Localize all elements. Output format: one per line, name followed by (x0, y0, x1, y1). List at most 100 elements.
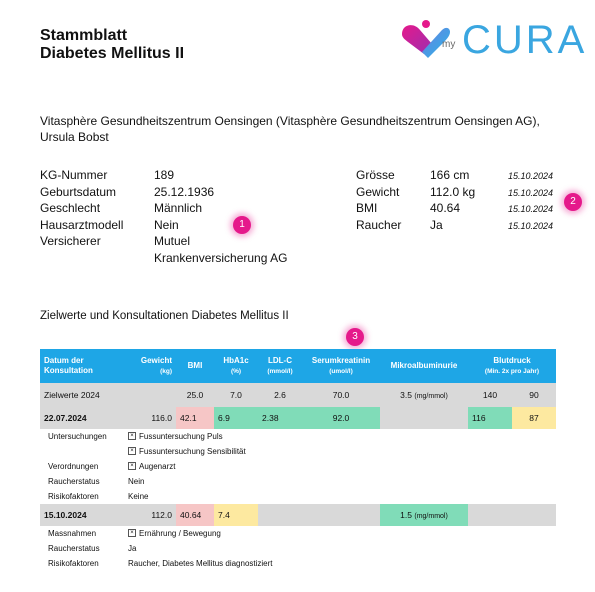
info-value: 112.0 kg (430, 184, 476, 199)
info-date: 15.10.2024 (508, 204, 554, 214)
badge-3[interactable]: 3 (346, 328, 364, 346)
header-mikro: Mikroalbuminurie (380, 349, 468, 383)
header-hba1c: HbA1c (%) (214, 349, 258, 383)
header-datum: Datum der Konsultation (40, 349, 124, 383)
checkbox-icon: × (128, 461, 136, 470)
ziel-serum: 70.0 (302, 383, 380, 407)
info-label: Grösse (356, 168, 395, 182)
header-bmi: BMI (176, 349, 214, 383)
info-date: 15.10.2024 (508, 220, 554, 231)
info-label: Geschlecht (40, 201, 101, 215)
detail-row: Massnahmen × Ernährung / Bewegung (40, 526, 556, 541)
info-label: Raucher (356, 217, 402, 232)
detail-label: Verordnungen (40, 459, 124, 474)
ziel-ldl: 2.6 (258, 383, 302, 407)
badge-1[interactable]: 1 (233, 216, 251, 234)
checkbox-icon: × (128, 446, 136, 455)
table-header-row: Datum der Konsultation Gewicht (kg) BMI Hb… (40, 349, 556, 383)
visit1-gewicht: 116.0 (124, 407, 176, 429)
table-row-visit-1: 22.07.2024 116.0 42.1 6.9 2.38 92.0 116 … (40, 407, 556, 429)
ziel-mikro: 3.5 (mg/mmol) (380, 383, 468, 407)
table-row-zielwerte: Zielwerte 2024 25.0 7.0 2.6 70.0 3.5 (mg… (40, 383, 556, 407)
ziel-hba1c: 7.0 (214, 383, 258, 407)
info-value: 189 (154, 168, 175, 182)
checkbox-icon: × (128, 431, 136, 440)
detail-label: Raucherstatus (40, 474, 124, 489)
info-value: Männlich (154, 201, 203, 215)
visit2-hba1c: 7.4 (214, 504, 258, 526)
header-blutdruck: Blutdruck (Min. 2x pro Jahr) (468, 349, 556, 383)
detail-row: Untersuchungen × Fussuntersuchung Puls (40, 429, 556, 444)
section-title: Zielwerte und Konsultationen Diabetes Me… (40, 310, 289, 322)
ziel-bmi: 25.0 (176, 383, 214, 407)
visit2-mikro: 1.5 (mg/mmol) (380, 504, 468, 526)
visit2-gewicht: 112.0 (124, 504, 176, 526)
visit1-bmi: 42.1 (176, 407, 214, 429)
patient-info-left: KG-Nummer 189 Geburtsdatum 25.12.1936 Gesc… (40, 167, 287, 266)
info-row: BMI 40.64 15.10.2024 (356, 200, 553, 217)
info-label: Gewicht (356, 184, 400, 199)
info-label: BMI (356, 201, 378, 215)
detail-value: × Ernährung / Bewegung (124, 526, 556, 541)
detail-value: Nein (124, 474, 556, 489)
logo-text: CURA (462, 18, 588, 62)
visit1-bp-sys: 116 (468, 407, 512, 429)
info-row: Hausarztmodell Nein (40, 217, 287, 234)
org-line-2: Ursula Bobst (40, 130, 109, 144)
detail-row: Risikofaktoren Raucher, Diabetes Mellitu… (40, 556, 556, 571)
info-date: 15.10.2024 (508, 187, 554, 198)
detail-row: × Fussuntersuchung Sensibilität (40, 444, 556, 459)
org-line-1: Vitasphère Gesundheitszentrum Oensingen … (40, 114, 540, 128)
detail-row: Verordnungen × Augenarzt (40, 459, 556, 474)
header-gewicht: Gewicht (kg) (124, 349, 176, 383)
visit1-bp-dia: 87 (512, 407, 556, 429)
info-value: 40.64 (430, 201, 461, 215)
detail-value: Raucher, Diabetes Mellitus diagnostizier… (124, 556, 556, 571)
info-label: KG-Nummer (40, 168, 108, 182)
title-line-2: Diabetes Mellitus II (40, 45, 185, 62)
info-value: Nein (154, 217, 179, 232)
info-label: Hausarztmodell (40, 217, 124, 232)
info-row: Versicherer Mutuel (40, 233, 287, 250)
info-value: Mutuel (154, 234, 191, 248)
info-value: 25.12.1936 (154, 184, 215, 199)
info-value: Ja (430, 217, 443, 232)
detail-label: Raucherstatus (40, 541, 124, 556)
insurer-line-2: Krankenversicherung AG (154, 250, 288, 265)
mycura-logo: my CURA (398, 16, 584, 62)
detail-value: × Augenarzt (124, 459, 556, 474)
visit1-ldl: 2.38 (258, 407, 302, 429)
detail-value: × Fussuntersuchung Sensibilität (124, 444, 556, 459)
detail-row: Risikofaktoren Keine (40, 489, 556, 504)
logo-my: my (442, 39, 456, 50)
info-row: Geburtsdatum 25.12.1936 (40, 184, 287, 201)
patient-info-right: Grösse 166 cm 15.10.2024 Gewicht 112.0 kg 15… (356, 167, 553, 233)
detail-label: Untersuchungen (40, 429, 124, 444)
info-row: Krankenversicherung AG (40, 250, 287, 267)
visit1-hba1c: 6.9 (214, 407, 258, 429)
info-row: Geschlecht Männlich (40, 200, 287, 217)
ziel-label: Zielwerte 2024 (40, 383, 124, 407)
visit2-date[interactable]: 15.10.2024 (40, 504, 124, 526)
info-row: Gewicht 112.0 kg 15.10.2024 (356, 184, 553, 201)
visit1-date[interactable]: 22.07.2024 (40, 407, 124, 429)
page-title: Stammblatt Diabetes Mellitus II (40, 27, 184, 63)
detail-label: Risikofaktoren (40, 489, 124, 504)
ziel-bp-sys: 140 (468, 383, 512, 407)
info-label: Geburtsdatum (40, 184, 117, 199)
detail-value: Ja (124, 541, 556, 556)
detail-label: Risikofaktoren (40, 556, 124, 571)
detail-row: Raucherstatus Nein (40, 474, 556, 489)
table-row-visit-2: 15.10.2024 112.0 40.64 7.4 1.5 (mg/mmol) (40, 504, 556, 526)
detail-label: Massnahmen (40, 526, 124, 541)
badge-2[interactable]: 2 (564, 193, 582, 211)
detail-row: Raucherstatus Ja (40, 541, 556, 556)
info-date: 15.10.2024 (508, 171, 554, 181)
header-serum: Serumkreatinin (umol/l) (302, 349, 380, 383)
detail-value: × Fussuntersuchung Puls (124, 429, 556, 444)
header-ldl: LDL-C (mmol/l) (258, 349, 302, 383)
info-row: KG-Nummer 189 (40, 167, 287, 184)
visit1-serum: 92.0 (302, 407, 380, 429)
ziel-bp-dia: 90 (512, 383, 556, 407)
consultation-table: Datum der Konsultation Gewicht (kg) BMI Hb… (40, 349, 556, 571)
